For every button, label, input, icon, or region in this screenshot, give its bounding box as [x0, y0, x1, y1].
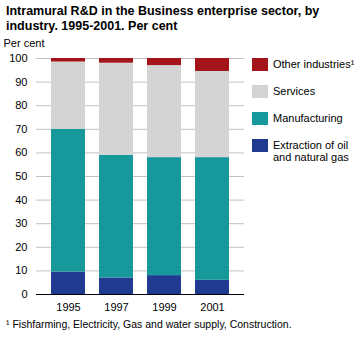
html-text:Manufacturing: Manufacturing — [273, 112, 343, 124]
svg-text:Per cent: Per cent — [4, 37, 45, 49]
svg-text:100: 100 — [9, 52, 27, 64]
svg-text:20: 20 — [15, 241, 27, 253]
svg-text:80: 80 — [15, 99, 27, 111]
html-text:Services: Services — [273, 85, 316, 97]
svg-text:2001: 2001 — [200, 301, 224, 313]
svg-text:90: 90 — [15, 76, 27, 88]
html-text:Intramural R&D in the Business: Intramural R&D in the Business enterpris… — [6, 4, 320, 33]
svg-text:1995: 1995 — [56, 301, 80, 313]
svg-text:70: 70 — [15, 123, 27, 135]
html-text:¹ Fishfarming, Electricity, Ga: ¹ Fishfarming, Electricity, Gas and wate… — [6, 318, 292, 330]
svg-text:0: 0 — [21, 288, 27, 300]
svg-text:30: 30 — [15, 217, 27, 229]
svg-text:60: 60 — [15, 146, 27, 158]
svg-text:1997: 1997 — [104, 301, 128, 313]
svg-text:10: 10 — [15, 264, 27, 276]
svg-text:50: 50 — [15, 170, 27, 182]
svg-text:1999: 1999 — [152, 301, 176, 313]
html-text:Other industries¹: Other industries¹ — [273, 58, 355, 70]
svg-text:40: 40 — [15, 194, 27, 206]
html-text:Extraction of oil and natural: Extraction of oil and natural gas — [273, 139, 349, 163]
